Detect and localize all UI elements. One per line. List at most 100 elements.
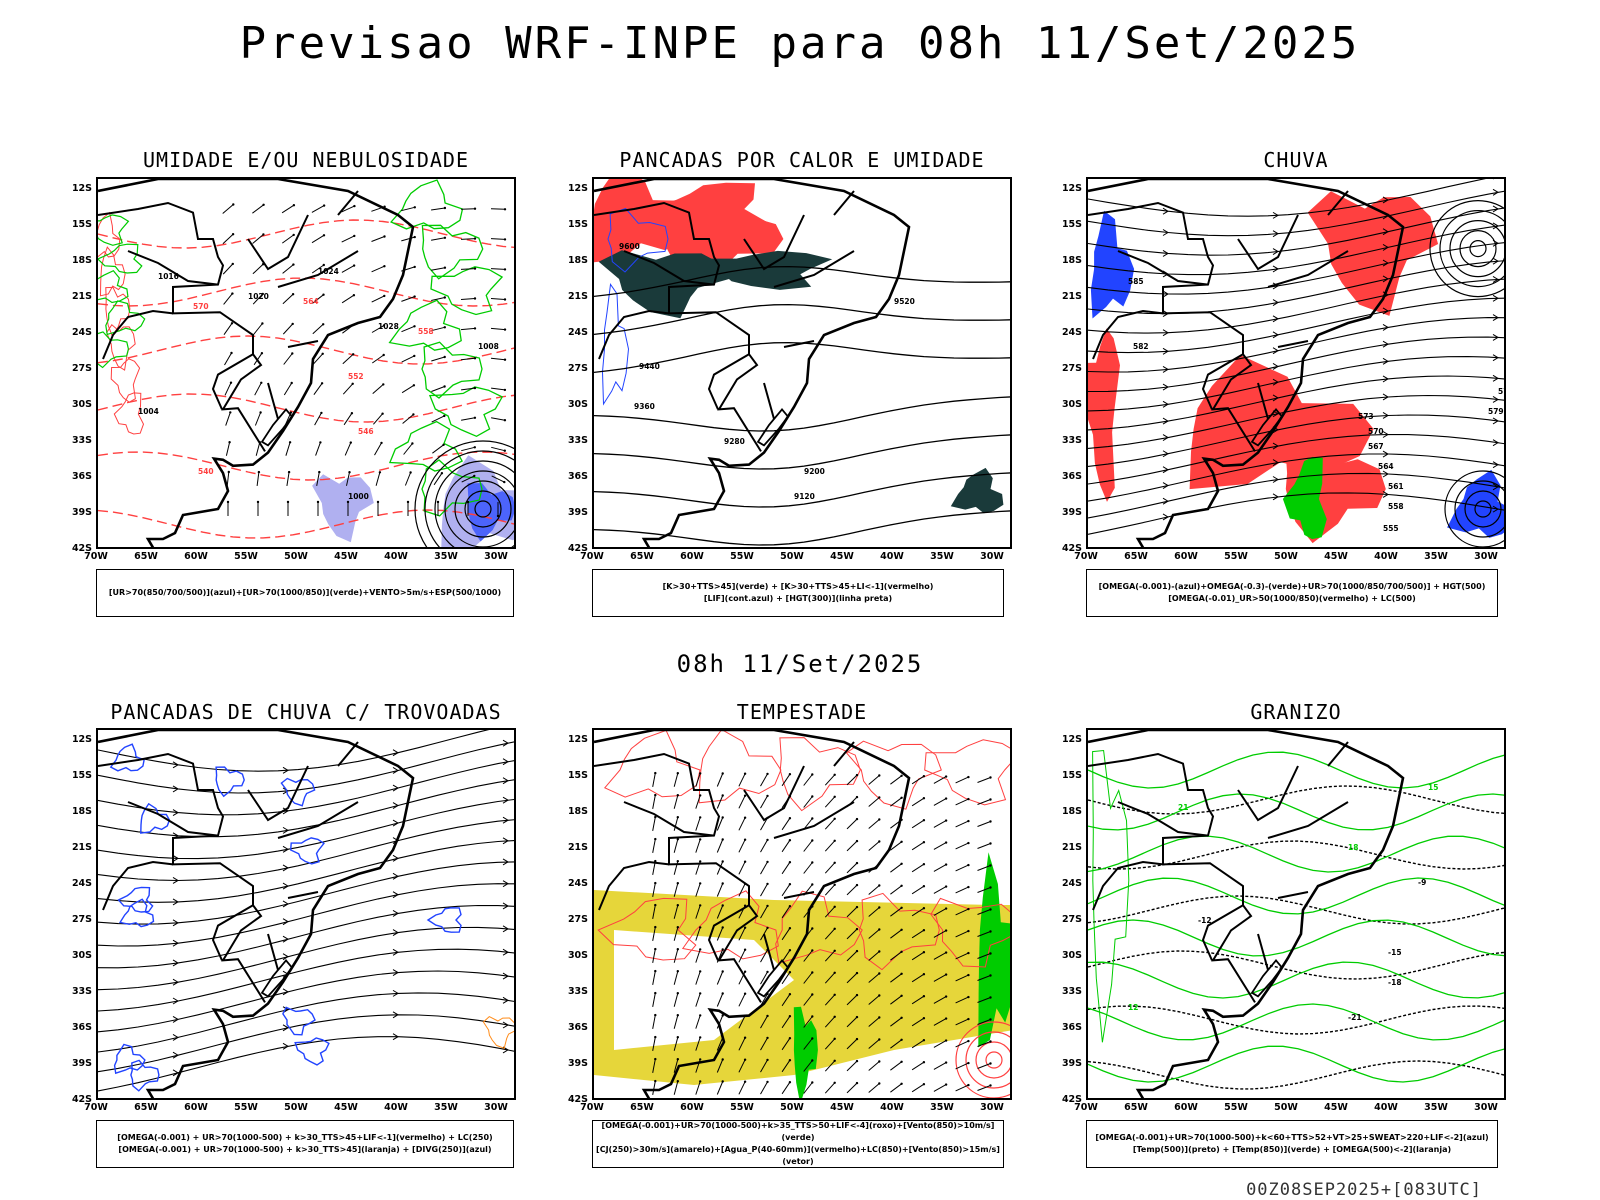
latitude-tick-label: 21S bbox=[1061, 291, 1082, 302]
latitude-tick-label: 15S bbox=[71, 770, 92, 781]
longitude-axis: 70W 65W 60W 55W 50W 45W 40W 35W 30W bbox=[580, 551, 1012, 565]
latitude-axis: 12S 15S 18S 21S 24S 27S 30S 33S 36S 39S 42S bbox=[1046, 177, 1082, 554]
longitude-tick-label: 65W bbox=[134, 551, 158, 562]
longitude-tick-label: 45W bbox=[334, 1102, 358, 1113]
latitude-tick-label: 12S bbox=[71, 183, 92, 194]
contour-label: 573 bbox=[1358, 412, 1374, 421]
contour-label: 564 bbox=[303, 297, 319, 306]
latitude-tick-label: 18S bbox=[1061, 255, 1082, 266]
latitude-tick-label: 30S bbox=[1061, 399, 1082, 410]
latitude-tick-label: 36S bbox=[71, 471, 92, 482]
latitude-tick-label: 30S bbox=[567, 950, 588, 961]
latitude-tick-label: 24S bbox=[1061, 327, 1082, 338]
latitude-tick-label: 15S bbox=[567, 219, 588, 230]
longitude-tick-label: 30W bbox=[980, 551, 1004, 562]
contour-label: 576 bbox=[1498, 387, 1506, 396]
run-stamp: 00Z08SEP2025+[083UTC] bbox=[1246, 1180, 1482, 1200]
latitude-tick-label: 12S bbox=[567, 183, 588, 194]
latitude-axis: 12S 15S 18S 21S 24S 27S 30S 33S 36S 39S 42S bbox=[56, 728, 92, 1105]
contour-label: 1024 bbox=[318, 267, 339, 276]
longitude-tick-label: 55W bbox=[234, 1102, 258, 1113]
longitude-tick-label: 60W bbox=[680, 1102, 704, 1113]
panel-legend: [K>30+TTS>45](verde) + [K>30+TTS>45+LI<-… bbox=[592, 569, 1004, 617]
map-plot: 585 582 579 576 573 570 567 564 561 558 555 bbox=[1086, 177, 1506, 549]
longitude-tick-label: 35W bbox=[434, 551, 458, 562]
longitude-tick-label: 40W bbox=[384, 1102, 408, 1113]
legend-line: [K>30+TTS>45](verde) + [K>30+TTS>45+LI<-… bbox=[662, 582, 934, 591]
latitude-tick-label: 21S bbox=[71, 842, 92, 853]
panel-title: CHUVA bbox=[1263, 148, 1329, 172]
longitude-tick-label: 50W bbox=[284, 1102, 308, 1113]
contour-label: -9 bbox=[1418, 878, 1426, 887]
longitude-tick-label: 30W bbox=[484, 1102, 508, 1113]
latitude-tick-label: 36S bbox=[1061, 1022, 1082, 1033]
contour-label: 561 bbox=[1388, 482, 1404, 491]
contour-label: 1004 bbox=[138, 407, 159, 416]
longitude-tick-label: 45W bbox=[1324, 551, 1348, 562]
contour-label: 558 bbox=[418, 327, 434, 336]
latitude-tick-label: 24S bbox=[567, 878, 588, 889]
longitude-tick-label: 60W bbox=[1174, 551, 1198, 562]
legend-line: [OMEGA(-0.001) + UR>70(1000-500) + k>30_… bbox=[118, 1145, 492, 1154]
legend-line: [OMEGA(-0.001)+UR>70(1000-500)+k<60+TTS>… bbox=[1095, 1133, 1489, 1142]
panel-legend: [OMEGA(-0.001)+UR>70(1000-500)+k<60+TTS>… bbox=[1086, 1120, 1498, 1168]
legend-line: [UR>70(850/700/500)](azul)+[UR>70(1000/8… bbox=[108, 588, 502, 597]
latitude-axis: 12S 15S 18S 21S 24S 27S 30S 33S 36S 39S 42S bbox=[552, 728, 588, 1105]
longitude-tick-label: 35W bbox=[930, 551, 954, 562]
longitude-tick-label: 70W bbox=[580, 551, 604, 562]
contour-label: 12 bbox=[1128, 1003, 1138, 1012]
longitude-tick-label: 50W bbox=[1274, 551, 1298, 562]
latitude-tick-label: 36S bbox=[71, 1022, 92, 1033]
contour-label: 9440 bbox=[639, 362, 660, 371]
latitude-tick-label: 39S bbox=[71, 1058, 92, 1069]
map-canvas bbox=[594, 730, 1010, 1098]
longitude-tick-label: 70W bbox=[84, 1102, 108, 1113]
latitude-tick-label: 30S bbox=[71, 950, 92, 961]
latitude-tick-label: 42S bbox=[71, 1094, 92, 1105]
panel-legend: [OMEGA(-0.001) + UR>70(1000-500) + k>30_… bbox=[96, 1120, 514, 1168]
latitude-tick-label: 33S bbox=[71, 986, 92, 997]
latitude-tick-label: 42S bbox=[71, 543, 92, 554]
longitude-tick-label: 70W bbox=[1074, 551, 1098, 562]
latitude-tick-label: 27S bbox=[567, 914, 588, 925]
latitude-axis: 12S 15S 18S 21S 24S 27S 30S 33S 36S 39S 42S bbox=[1046, 728, 1082, 1105]
contour-label: 582 bbox=[1133, 342, 1149, 351]
contour-label: 558 bbox=[1388, 502, 1404, 511]
contour-label: 552 bbox=[348, 372, 364, 381]
contour-label: 585 bbox=[1128, 277, 1144, 286]
longitude-tick-label: 40W bbox=[1374, 551, 1398, 562]
panel-title: UMIDADE E/OU NEBULOSIDADE bbox=[142, 148, 470, 172]
longitude-tick-label: 55W bbox=[1224, 551, 1248, 562]
contour-label: 18 bbox=[1348, 843, 1358, 852]
latitude-tick-label: 18S bbox=[71, 806, 92, 817]
map-canvas: 9600 9520 9440 9360 9280 9200 9120 bbox=[594, 179, 1010, 547]
contour-label: 9520 bbox=[894, 297, 915, 306]
longitude-tick-label: 60W bbox=[1174, 1102, 1198, 1113]
latitude-tick-label: 42S bbox=[567, 1094, 588, 1105]
map-plot: 1016 1020 1024 1028 1008 1004 1000 570 564 558 552… bbox=[96, 177, 516, 549]
contour-label: 570 bbox=[1368, 427, 1384, 436]
contour-label: 1000 bbox=[348, 492, 369, 501]
longitude-tick-label: 40W bbox=[384, 551, 408, 562]
panel-legend: [UR>70(850/700/500)](azul)+[UR>70(1000/8… bbox=[96, 569, 514, 617]
longitude-tick-label: 30W bbox=[980, 1102, 1004, 1113]
mid-date-label: 08h 11/Set/2025 bbox=[676, 650, 924, 678]
contour-label: 1020 bbox=[248, 292, 269, 301]
latitude-tick-label: 27S bbox=[567, 363, 588, 374]
longitude-tick-label: 40W bbox=[880, 551, 904, 562]
latitude-tick-label: 12S bbox=[71, 734, 92, 745]
legend-line: [OMEGA(-0.001)+UR>70(1000-500)+k>35_TTS>… bbox=[601, 1121, 995, 1142]
contour-label: 15 bbox=[1428, 783, 1438, 792]
latitude-tick-label: 33S bbox=[567, 986, 588, 997]
latitude-tick-label: 27S bbox=[1061, 363, 1082, 374]
longitude-axis: 70W 65W 60W 55W 50W 45W 40W 35W 30W bbox=[580, 1102, 1012, 1116]
contour-label: 546 bbox=[358, 427, 374, 436]
latitude-tick-label: 33S bbox=[567, 435, 588, 446]
latitude-axis: 12S 15S 18S 21S 24S 27S 30S 33S 36S 39S 42S bbox=[56, 177, 92, 554]
longitude-tick-label: 40W bbox=[1374, 1102, 1398, 1113]
latitude-tick-label: 18S bbox=[71, 255, 92, 266]
panel-legend: [OMEGA(-0.001)-(azul)+OMEGA(-0.3)-(verde… bbox=[1086, 569, 1498, 617]
longitude-tick-label: 30W bbox=[484, 551, 508, 562]
contour-label: -21 bbox=[1348, 1013, 1362, 1022]
latitude-tick-label: 36S bbox=[567, 1022, 588, 1033]
